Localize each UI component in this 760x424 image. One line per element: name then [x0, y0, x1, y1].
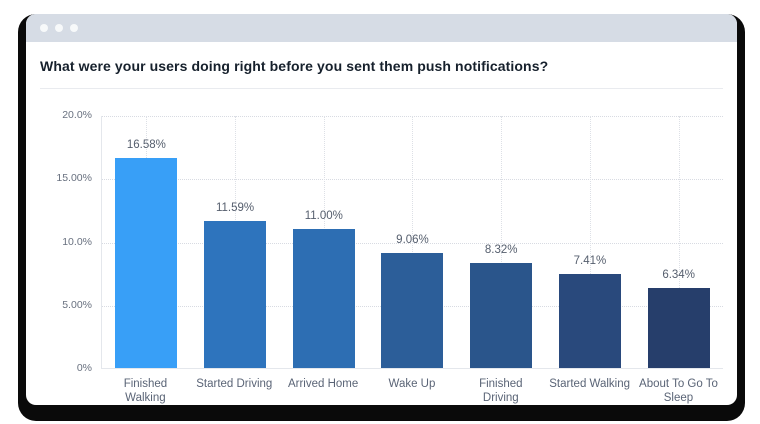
bar — [204, 221, 267, 368]
vertical-gridline — [678, 116, 680, 368]
bar-column: 11.00% — [279, 116, 368, 368]
window-dot-icon — [70, 24, 78, 32]
bar-column: 8.32% — [457, 116, 546, 368]
bar-column: 9.06% — [368, 116, 457, 368]
x-category-label: Arrived Home — [287, 378, 359, 390]
bar — [647, 287, 710, 368]
bar-value-label: 7.41% — [573, 255, 607, 268]
bar-value-label: 6.34% — [662, 268, 695, 281]
vertical-gridline — [589, 116, 591, 368]
y-tick-label: 0% — [76, 362, 92, 374]
vertical-gridline — [412, 116, 414, 368]
window-content: What were your users doing right before … — [26, 56, 737, 405]
bar-column: 6.34% — [634, 116, 723, 368]
x-category-label: Wake Up — [388, 378, 436, 390]
bar — [381, 253, 444, 368]
chart-question-title: What were your users doing right before … — [40, 58, 549, 74]
x-category-label: Finished Driving — [479, 378, 523, 404]
y-tick-label: 5.00% — [62, 298, 92, 311]
bar — [115, 158, 178, 368]
y-axis: 0% 5.00% 10.0% 15.00% 20.0% — [40, 109, 101, 374]
bar — [292, 228, 355, 368]
plot-area: 16.58% 11.59% 11.00% 9.06% 8.32% 7.41% 6.34% — [101, 116, 723, 369]
bar-value-label: 11.59% — [215, 202, 255, 215]
browser-window: What were your users doing right before … — [26, 14, 737, 405]
plot-wrap: 16.58% 11.59% 11.00% 9.06% 8.32% 7.41% 6.34% F… — [101, 116, 723, 405]
bar-value-label: 9.06% — [396, 234, 429, 247]
bar-column: 16.58% — [102, 116, 191, 368]
bar-chart: 0% 5.00% 10.0% 15.00% 20.0% 16.58% 11.59% 11.0… — [40, 109, 723, 405]
y-tick-label: 20.0% — [62, 109, 92, 121]
y-tick-label: 15.00% — [56, 172, 92, 185]
bar — [470, 262, 533, 368]
window-dot-icon — [55, 24, 63, 32]
bar-column: 7.41% — [546, 116, 635, 368]
bar — [558, 274, 621, 368]
bar-value-label: 11.00% — [304, 209, 343, 222]
x-category-label: Started Driving — [196, 378, 273, 390]
bar-value-label: 16.58% — [126, 139, 166, 152]
x-category-label: Finished Walking — [123, 378, 168, 404]
window-dot-icon — [40, 24, 48, 32]
y-tick-label: 10.0% — [62, 235, 92, 248]
bar-value-label: 8.32% — [484, 243, 518, 256]
title-divider — [40, 88, 723, 89]
vertical-gridline — [501, 116, 503, 368]
x-category-label: Started Walking — [549, 378, 631, 390]
window-titlebar — [26, 14, 737, 42]
bar-column: 11.59% — [191, 116, 280, 368]
x-category-label: About To Go To Sleep — [639, 378, 718, 404]
x-axis-labels: Finished Walking Started Driving Arrived H… — [101, 377, 723, 405]
